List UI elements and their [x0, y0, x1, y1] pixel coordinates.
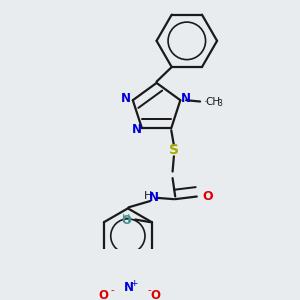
- Text: N: N: [132, 123, 142, 136]
- Text: S: S: [169, 143, 179, 158]
- Text: CH: CH: [205, 97, 220, 106]
- Text: methyl: methyl: [204, 101, 209, 102]
- Text: N: N: [181, 92, 191, 105]
- Text: 3: 3: [217, 99, 222, 108]
- Text: methyl: methyl: [205, 101, 210, 102]
- Text: O: O: [98, 289, 108, 300]
- Text: N: N: [148, 191, 158, 204]
- Text: N: N: [121, 92, 131, 105]
- Text: O: O: [150, 289, 160, 300]
- Text: -: -: [148, 285, 151, 296]
- Text: O: O: [122, 214, 131, 227]
- Text: N: N: [124, 281, 134, 294]
- Text: +: +: [130, 279, 138, 288]
- Text: O: O: [203, 190, 214, 203]
- Text: H: H: [122, 214, 131, 224]
- Text: -: -: [111, 285, 115, 296]
- Text: H: H: [144, 191, 152, 201]
